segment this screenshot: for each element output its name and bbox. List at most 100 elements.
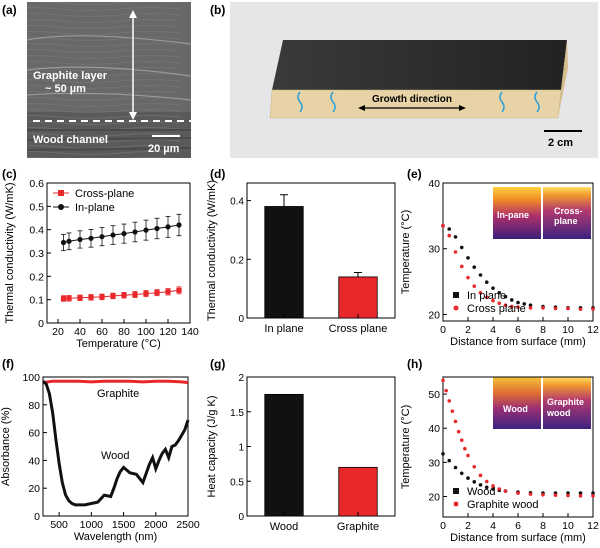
data-point <box>154 225 160 232</box>
x-tick-label: 100 <box>137 326 155 338</box>
annotation-wood: Wood <box>101 450 130 462</box>
data-point <box>447 227 452 231</box>
data-point <box>453 419 458 424</box>
data-point <box>466 275 470 280</box>
y-tick-label: 60 <box>28 428 40 440</box>
y-tick-label: 0 <box>38 318 44 330</box>
data-point <box>491 484 495 488</box>
data-point <box>165 289 171 295</box>
y-tick-label: 0.5 <box>230 477 244 488</box>
data-point <box>578 491 583 495</box>
data-point <box>484 295 489 300</box>
data-point <box>516 491 520 495</box>
data-point <box>165 224 171 230</box>
wood-channel-label: Wood channel <box>33 134 108 146</box>
legend-label: Wood <box>467 486 496 498</box>
y-tick-label: 0.3 <box>29 248 44 260</box>
data-point <box>478 273 483 277</box>
y-tick-label: 20 <box>428 492 440 504</box>
inset-label-in-plane: In-pane <box>497 210 529 220</box>
y-axis-label: Heat capacity (J/g K) <box>206 395 218 497</box>
data-point <box>503 294 508 299</box>
data-point <box>453 235 458 239</box>
data-point <box>497 290 502 295</box>
data-point <box>497 487 502 491</box>
x-tick-label: 60 <box>96 326 108 338</box>
x-tick-label: 10 <box>562 324 574 336</box>
y-axis-label: Thermal conductivity (W/mK) <box>4 182 16 323</box>
x-axis-label: Temperature (°C) <box>76 338 160 350</box>
data-point <box>484 485 489 490</box>
data-point <box>441 452 445 456</box>
x-tick-label: 0 <box>440 520 446 532</box>
y-tick-label: 30 <box>428 244 440 256</box>
panel-b: (b) Growth direction 2 cm <box>210 2 598 158</box>
x-tick-label: 140 <box>181 326 199 338</box>
y-tick-label: 40 <box>428 423 440 435</box>
x-tick-label: 8 <box>540 324 546 336</box>
data-point <box>444 388 448 393</box>
x-tick-label: Graphite <box>337 521 379 533</box>
charts: 20 40 60 80 100 120 14000.10.20.30.40.50.6Cros… <box>0 178 599 544</box>
data-point <box>450 409 455 413</box>
data-point <box>58 190 64 196</box>
y-axis-label: Thermal conductivity (W/mK) <box>206 180 218 321</box>
chart-f: 500 1000 1500 2000 2500 0 20 40 60 80 100 Graphite W… <box>0 372 200 543</box>
data-point <box>132 229 138 235</box>
x-tick-label: 120 <box>159 326 177 338</box>
legend-label: Cross plane <box>467 303 526 315</box>
data-point <box>456 429 461 434</box>
y-tick-label: 0.5 <box>29 201 44 213</box>
x-tick-label: 2500 <box>176 519 200 531</box>
data-point <box>463 446 467 451</box>
y-tick-label: 100 <box>22 372 40 384</box>
data-point <box>528 306 533 310</box>
y-axis-label: Temperature (°C) <box>400 405 412 489</box>
data-point <box>143 291 149 297</box>
x-tick-label: 2000 <box>144 519 168 531</box>
inset-label-wood: Wood <box>503 404 528 414</box>
layer-thickness-label: ~ 50 µm <box>45 83 86 95</box>
data-point <box>447 458 452 463</box>
data-point <box>110 293 116 299</box>
scale-bar-label: 20 µm <box>148 143 180 155</box>
legend-marker <box>453 488 459 494</box>
data-point <box>484 280 489 285</box>
data-point <box>503 489 508 493</box>
data-point <box>441 378 445 383</box>
data-point <box>566 493 570 498</box>
data-point <box>472 284 477 288</box>
data-point <box>453 250 458 254</box>
graphite-layer-label: Graphite layer <box>33 70 108 82</box>
panel-a: (a) Graphite layer ~ 50 µm Wood channel … <box>2 2 192 158</box>
panel-c-letter: (c) <box>2 167 17 181</box>
arrow-right-icon <box>459 105 466 111</box>
plot-frame <box>246 182 396 319</box>
chart-c: 20 40 60 80 100 120 140 0 0.1 0.2 0.3 0.4 0.5 0.6 Cros… <box>4 178 199 350</box>
legend-label: Graphite wood <box>467 499 539 511</box>
data-point <box>58 204 64 210</box>
x-tick-label: 1500 <box>112 519 136 531</box>
bar <box>264 206 304 319</box>
data-point <box>132 291 138 298</box>
x-tick-label: 1000 <box>80 519 104 531</box>
data-point <box>60 239 67 246</box>
arrow-down-icon <box>129 112 137 120</box>
y-tick-label: 0 <box>238 314 244 325</box>
series-line <box>42 379 189 385</box>
y-axis-label: Temperature (°C) <box>400 210 412 294</box>
panel-e-inset: In-pane Cross-plane <box>492 186 592 240</box>
block-top-face <box>272 40 567 90</box>
data-point <box>447 233 452 238</box>
data-point <box>484 479 489 484</box>
data-point <box>143 227 149 233</box>
x-tick-label: 500 <box>50 519 68 531</box>
y-tick-label: 0.4 <box>230 197 244 208</box>
panel-g-letter: (g) <box>210 357 225 371</box>
x-tick-label: 2 <box>465 520 471 532</box>
wave-icon <box>330 91 336 113</box>
data-point <box>509 304 514 309</box>
y-tick-label: 20 <box>28 483 40 495</box>
y-axis-label: Absorbance (%) <box>0 407 12 486</box>
x-tick-label: Wood <box>270 521 299 533</box>
